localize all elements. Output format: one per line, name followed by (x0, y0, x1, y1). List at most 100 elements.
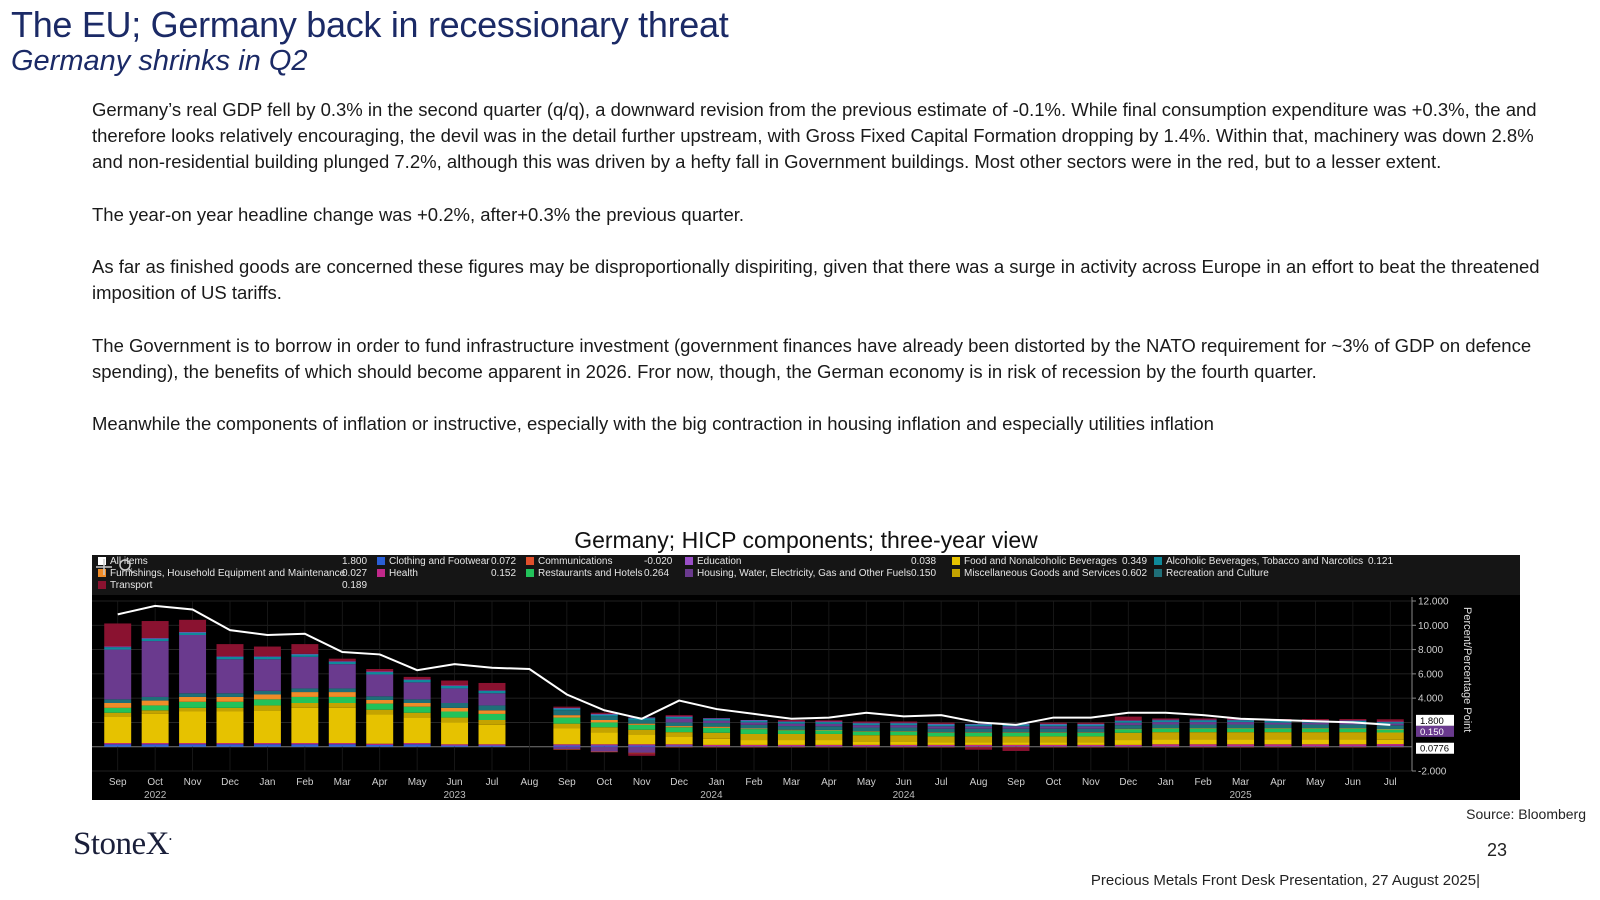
bar-segment (366, 743, 394, 745)
bar-segment (628, 746, 656, 753)
bar-segment (965, 746, 993, 747)
legend-label: Housing, Water, Electricity, Gas and Oth… (697, 568, 911, 579)
bar-segment (403, 744, 431, 747)
bar-segment (815, 730, 843, 734)
bar-segment (852, 744, 880, 747)
bar-segment (665, 737, 693, 745)
legend-clothing[interactable]: Clothing and Footwear 0.072 (377, 556, 516, 567)
bar-segment (1114, 725, 1142, 729)
legend-recreation[interactable]: Recreation and Culture (1154, 568, 1269, 579)
bar-segment (628, 745, 656, 747)
bar-segment (628, 723, 656, 725)
bar-segment (927, 724, 955, 727)
legend-restaurants[interactable]: Restaurants and Hotels 0.264 (526, 568, 669, 579)
hicp-chart: All items 1.800 Furnishings, Household Eq… (92, 555, 1520, 800)
legend-swatch (685, 569, 693, 577)
bar-segment (890, 746, 918, 747)
bar-segment (965, 747, 993, 750)
bar-segment (253, 656, 281, 660)
legend-furnishings[interactable]: Furnishings, Household Equipment and Mai… (98, 568, 367, 579)
bar-segment (1189, 739, 1217, 745)
bar-segment (852, 722, 880, 724)
bar-segment (366, 709, 394, 715)
bar-segment (965, 724, 993, 727)
bar-segment (291, 744, 319, 747)
x-tick-label: Dec (670, 777, 688, 788)
bar-segment (1039, 744, 1067, 747)
zoom-icon[interactable] (92, 555, 137, 579)
bar-segment (553, 744, 581, 746)
bar-segment (403, 706, 431, 713)
bar-segment (890, 725, 918, 728)
bar-segment (403, 679, 431, 680)
bar-segment (1301, 728, 1329, 729)
bar-segment (665, 716, 693, 719)
x-tick-label: Feb (296, 777, 314, 788)
bar-segment (815, 744, 843, 747)
bar-segment (441, 680, 469, 686)
bar-segment (1039, 746, 1067, 748)
legend-food[interactable]: Food and Nonalcoholic Beverages 0.349 (952, 556, 1147, 567)
x-tick-label: Oct (1046, 777, 1062, 788)
bar-segment (478, 705, 506, 711)
x-tick-label: Jul (935, 777, 948, 788)
bar-segment (253, 705, 281, 711)
bar-segment (216, 656, 244, 660)
bar-segment (328, 703, 356, 708)
legend-alcoholic[interactable]: Alcoholic Beverages, Tobacco and Narcoti… (1154, 556, 1393, 567)
bar-segment (1114, 746, 1142, 747)
paragraph-1: Germany’s real GDP fell by 0.3% in the s… (92, 99, 1537, 173)
bar-segment (104, 703, 132, 708)
x-tick-label: Dec (1119, 777, 1137, 788)
bar-segment (927, 746, 955, 748)
bar-segment (890, 746, 918, 748)
x-tick-label: May (408, 777, 427, 788)
legend-swatch (685, 557, 693, 565)
source-note: Source: Bloomberg (1466, 806, 1586, 822)
end-label-box (1416, 714, 1454, 726)
legend-communications[interactable]: Communications -0.020 (526, 556, 672, 567)
bar-segment (1039, 728, 1067, 733)
bar-segment (1339, 732, 1367, 740)
bar-segment (328, 692, 356, 697)
legend-transport[interactable]: Transport 0.189 (98, 580, 367, 591)
bar-segment (1114, 746, 1142, 748)
bar-segment (815, 746, 843, 748)
x-tick-label: Jul (486, 777, 499, 788)
bar-segment (1264, 744, 1292, 747)
bar-segment (890, 744, 918, 747)
x-tick-label: Feb (1195, 777, 1213, 788)
bar-segment (1189, 732, 1217, 740)
bar-segment (179, 744, 207, 747)
bar-segment (852, 723, 880, 726)
x-tick-label: Apr (372, 777, 388, 788)
bar-segment (1152, 718, 1180, 720)
legend-housing[interactable]: Housing, Water, Electricity, Gas and Oth… (685, 568, 936, 579)
bar-segment (703, 746, 731, 747)
x-tick-label: Oct (597, 777, 613, 788)
bar-segment (1227, 732, 1255, 740)
bar-segment (1227, 722, 1255, 725)
bar-segment (1376, 732, 1404, 740)
bar-segment (740, 722, 768, 725)
legend-value: 0.602 (1122, 568, 1148, 579)
bar-segment (253, 659, 281, 691)
bar-segment (441, 688, 469, 703)
x-tick-label: Jul (1384, 777, 1397, 788)
legend-miscellaneous[interactable]: Miscellaneous Goods and Services 0.602 (952, 568, 1147, 579)
bar-segment (777, 746, 805, 748)
bar-segment (777, 720, 805, 722)
bar-segment (703, 732, 731, 739)
bar-segment (1077, 742, 1105, 745)
bar-segment (104, 707, 132, 713)
bar-segment (628, 724, 656, 730)
bar-segment (366, 699, 394, 704)
bar-segment (291, 703, 319, 708)
bar-segment (291, 656, 319, 689)
bar-segment (253, 744, 281, 747)
legend-education[interactable]: Education 0.038 (685, 556, 936, 567)
legend-health[interactable]: Health 0.152 (377, 568, 516, 579)
bar-segment (1002, 726, 1030, 729)
bar-segment (1152, 724, 1180, 729)
bar-segment (740, 746, 768, 748)
